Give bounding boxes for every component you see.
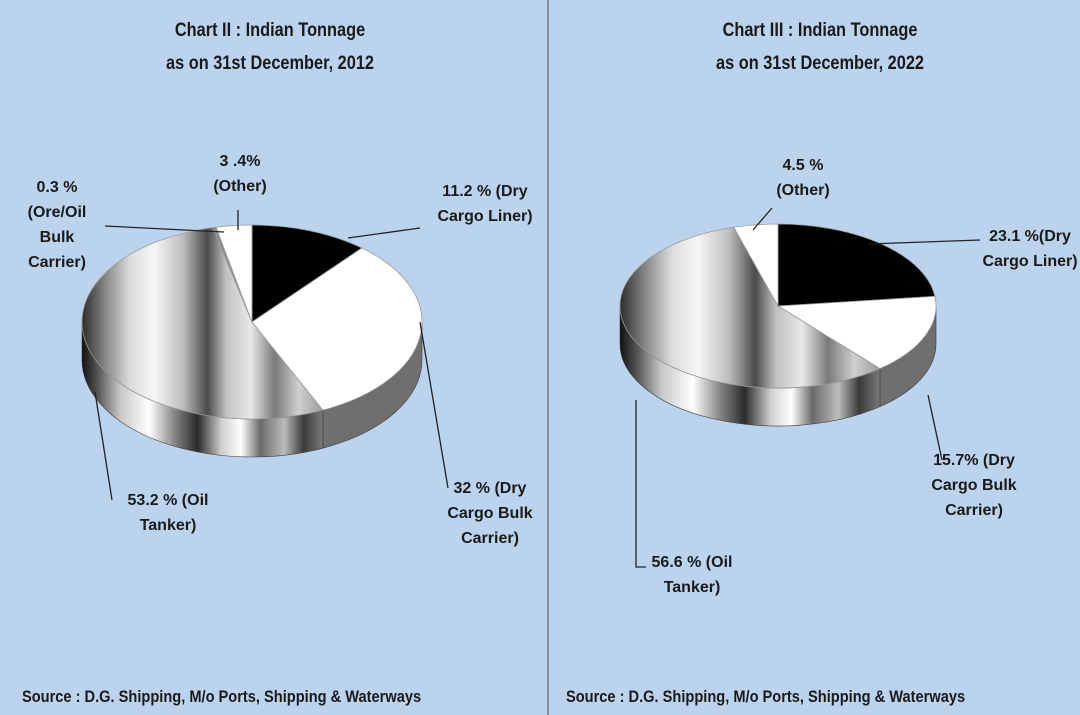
data-label-dry-cargo-liner: 23.1 %(Dry Cargo Liner) (982, 228, 1077, 270)
data-label-dry-cargo-bulk-carrier: 32 % (Dry Cargo Bulk Carrier) (447, 480, 532, 547)
leader-line-dry-cargo-bulk-carrier (927, 394, 943, 461)
chart-title-line-1: Chart II : Indian Tonnage (174, 20, 366, 41)
pie-chart-2012: 11.2 % (Dry Cargo Liner) 32 % (Dry Cargo Bu… (28, 153, 533, 547)
pie-top (81, 224, 423, 420)
leader-line-other (752, 207, 773, 231)
chart-panel-2012: Chart II : Indian Tonnage as on 31st Dec… (22, 14, 533, 706)
pie-top (619, 223, 937, 389)
data-label-oil-tanker: 53.2 % (Oil Tanker) (128, 492, 209, 534)
pie-slice-dry-cargo-liner (251, 224, 363, 323)
chart-title-line-2: as on 31st December, 2022 (715, 53, 925, 74)
chart-title: Chart III : Indian Tonnage as on 31st De… (588, 14, 1052, 80)
chart-title-line-1: Chart III : Indian Tonnage (722, 20, 918, 41)
pie-slice-oil-tanker (81, 227, 324, 420)
data-label-other: 4.5 % (Other) (776, 157, 829, 199)
data-label-dry-cargo-bulk-carrier: 15.7% (Dry Cargo Bulk Carrier) (931, 452, 1016, 519)
leader-line-oil-tanker (94, 391, 113, 501)
pie-slice-other (215, 224, 253, 323)
leader-line-ore-oil-bulk-carrier (104, 225, 225, 233)
pie-labels: 11.2 % (Dry Cargo Liner) 32 % (Dry Cargo Bu… (28, 153, 533, 547)
chart-panel-2022: Chart III : Indian Tonnage as on 31st De… (550, 0, 1080, 715)
pie-chart-2022: 23.1 %(Dry Cargo Liner) 15.7% (Dry Cargo Bu… (619, 157, 1078, 596)
pie-slice-dry-cargo-bulk-carrier (776, 295, 937, 370)
data-label-other: 3 .4% (Other) (213, 153, 266, 195)
chart-title-line-2: as on 31st December, 2012 (165, 53, 375, 74)
leader-line-oil-tanker (635, 400, 646, 568)
source-note: Source : D.G. Shipping, M/o Ports, Shipp… (22, 687, 422, 706)
leader-line-dry-cargo-bulk-carrier (419, 321, 449, 489)
data-label-ore-oil-bulk-carrier: 0.3 % (Ore/Oil Bulk Carrier) (28, 179, 87, 271)
data-label-dry-cargo-liner: 11.2 % (Dry Cargo Liner) (437, 183, 532, 225)
pie-slice-oil-tanker (619, 226, 881, 389)
pie-labels: 23.1 %(Dry Cargo Liner) 15.7% (Dry Cargo Bu… (635, 157, 1078, 596)
leader-line-dry-cargo-liner (347, 227, 421, 239)
panel-divider (547, 0, 549, 715)
source-note: Source : D.G. Shipping, M/o Ports, Shipp… (566, 687, 966, 706)
pie-slice-other (733, 223, 779, 308)
chart-title: Chart II : Indian Tonnage as on 31st Dec… (38, 14, 502, 80)
data-label-oil-tanker: 56.6 % (Oil Tanker) (652, 554, 733, 596)
pie-slice-dry-cargo-bulk-carrier (251, 247, 423, 411)
leader-line-dry-cargo-liner (867, 239, 981, 245)
pie-slice-dry-cargo-liner (777, 223, 936, 307)
